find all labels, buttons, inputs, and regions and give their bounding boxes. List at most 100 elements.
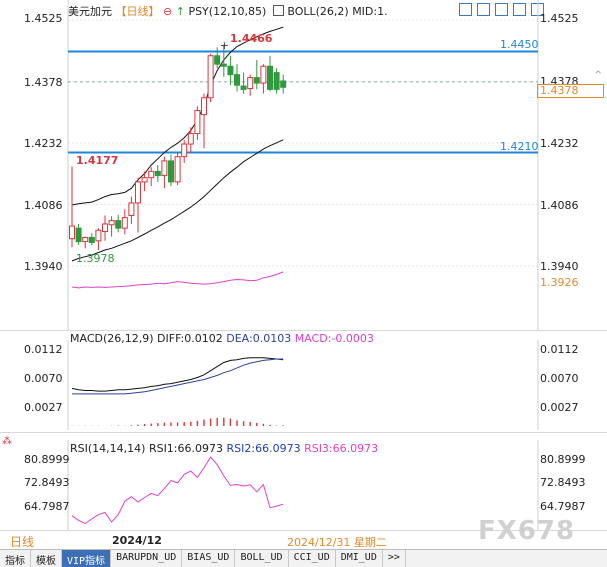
pane-divider-main bbox=[0, 330, 607, 331]
candle-down bbox=[240, 85, 247, 90]
left-axis-label-5: 1.3940 bbox=[24, 260, 63, 273]
candle-up bbox=[161, 160, 168, 177]
candle-up bbox=[135, 181, 141, 204]
footer-month: 2024/12 bbox=[112, 534, 162, 547]
price-chart[interactable]: + bbox=[0, 0, 607, 330]
left-axis-label-4: 1.4086 bbox=[24, 199, 63, 212]
candle-down bbox=[234, 74, 240, 86]
candle-down bbox=[214, 55, 221, 65]
macd-right-label-3: 0.0027 bbox=[540, 401, 579, 414]
zoom-out-icon[interactable] bbox=[495, 3, 508, 16]
left-axis-label-2: 1.4378 bbox=[24, 76, 63, 89]
rsi-settings-icon[interactable]: ⁂ bbox=[2, 436, 12, 447]
footer-divider bbox=[0, 530, 607, 531]
rsi-line bbox=[71, 456, 284, 525]
candle-up bbox=[260, 65, 267, 84]
candle-up bbox=[187, 133, 194, 145]
psy-label[interactable]: PSY(12,10,85) bbox=[188, 5, 267, 18]
psy-line bbox=[71, 271, 284, 289]
candle-down bbox=[88, 236, 95, 243]
candle-down bbox=[168, 160, 174, 183]
candle-down bbox=[75, 227, 82, 243]
tab-barupdn[interactable]: BARUPDN_UD bbox=[111, 550, 183, 567]
symbol-name: 美元加元 bbox=[68, 5, 112, 18]
rsi3-value: RSI3:66.0973 bbox=[304, 442, 379, 455]
right-axis-label-1: 1.4525 bbox=[540, 12, 579, 25]
rsi1-value: RSI1:66.0973 bbox=[148, 442, 223, 455]
candle-up bbox=[141, 177, 148, 183]
candle-up bbox=[174, 156, 181, 183]
boll-mid-line bbox=[71, 139, 284, 262]
psy-value-label: 1.3926 bbox=[540, 276, 579, 289]
tab-dmi[interactable]: DMI_UD bbox=[336, 550, 383, 567]
candle-up bbox=[207, 55, 214, 99]
candle-down bbox=[154, 170, 161, 177]
crosshair-icon[interactable] bbox=[513, 3, 526, 16]
candle-up bbox=[108, 220, 115, 226]
candle-up bbox=[181, 143, 188, 158]
macd-title[interactable]: MACD(26,12,9) bbox=[70, 332, 154, 345]
rsi2-value: RSI2:66.0973 bbox=[226, 442, 301, 455]
candle-up bbox=[121, 217, 128, 229]
macd-diff: DIFF:0.0102 bbox=[157, 332, 223, 345]
right-axis-label-3: 1.4232 bbox=[540, 137, 579, 150]
footer-period[interactable]: 日线 bbox=[10, 535, 35, 549]
candle-up bbox=[194, 109, 201, 135]
boll-label[interactable]: BOLL(26,2) bbox=[287, 5, 349, 18]
high-price-label: 1.4466 bbox=[230, 32, 273, 45]
macd-value: MACD:-0.0003 bbox=[294, 332, 374, 345]
candle-down bbox=[273, 72, 280, 90]
candle-down bbox=[253, 77, 260, 84]
tab-templates[interactable]: 模板 bbox=[31, 550, 62, 567]
grid-icon[interactable] bbox=[459, 3, 472, 16]
candle-down bbox=[115, 220, 122, 229]
macd-header: MACD(26,12,9) DIFF:0.0102 DEA:0.0103 MAC… bbox=[70, 332, 374, 345]
rsi-left-label-1: 80.8999 bbox=[24, 453, 70, 466]
rsi-chart[interactable] bbox=[0, 440, 607, 530]
tab-vip-indicators[interactable]: VIP指标 bbox=[62, 550, 112, 567]
candle-up bbox=[95, 229, 102, 242]
tab-cci[interactable]: CCI_UD bbox=[289, 550, 336, 567]
boll-upper-line bbox=[71, 26, 284, 206]
macd-chart[interactable] bbox=[0, 340, 607, 430]
tab-more[interactable]: >> bbox=[383, 550, 406, 567]
rsi-header: RSI(14,14,14) RSI1:66.0973 RSI2:66.0973 … bbox=[70, 442, 378, 455]
candle-down bbox=[227, 65, 234, 76]
candle-up bbox=[69, 225, 75, 240]
macd-dea: DEA:0.0103 bbox=[226, 332, 292, 345]
candle-up bbox=[128, 202, 135, 217]
settings-icon[interactable]: ⊖ bbox=[163, 5, 173, 18]
indicator-marker-icon: ↑ bbox=[175, 5, 185, 18]
rsi-right-label-2: 72.8493 bbox=[540, 476, 586, 489]
candle-down bbox=[267, 65, 273, 90]
chart-header: 美元加元 【日线】 ⊖ ↑ PSY(12,10,85) BOLL(26,2) M… bbox=[68, 3, 388, 19]
boll-toggle-icon[interactable] bbox=[272, 5, 284, 16]
local-high-label: 1.4177 bbox=[76, 154, 119, 167]
rsi-title[interactable]: RSI(14,14,14) bbox=[70, 442, 146, 455]
tab-boll[interactable]: BOLL_UD bbox=[235, 550, 289, 567]
candle-down bbox=[280, 80, 287, 88]
high-marker-icon: + bbox=[220, 39, 229, 52]
candle-down bbox=[220, 63, 227, 67]
tab-bias[interactable]: BIAS_UD bbox=[182, 550, 236, 567]
scroll-up-icon[interactable]: ^ bbox=[594, 70, 603, 81]
left-axis-label-3: 1.4232 bbox=[24, 137, 63, 150]
macd-dea-line bbox=[72, 358, 284, 395]
macd-diff-line bbox=[71, 357, 284, 392]
current-price-box: 1.4378 bbox=[537, 84, 604, 98]
candle-up bbox=[148, 170, 155, 179]
period-label[interactable]: 【日线】 bbox=[115, 5, 160, 18]
resistance-line-label: 1.4450 bbox=[500, 38, 539, 51]
candle-up bbox=[102, 223, 108, 233]
support-line-label: 1.4210 bbox=[500, 140, 539, 153]
right-axis-label-5: 1.3940 bbox=[540, 260, 579, 273]
left-axis-label-1: 1.4525 bbox=[24, 12, 63, 25]
pane-divider-macd bbox=[0, 432, 607, 433]
candle-up bbox=[247, 77, 254, 90]
tab-indicators[interactable]: 指标 bbox=[0, 550, 31, 567]
indicator-tab-bar: 指标 模板 VIP指标 BARUPDN_UD BIAS_UD BOLL_UD C… bbox=[0, 549, 607, 567]
macd-right-label-2: 0.0070 bbox=[540, 372, 579, 385]
macd-left-label-2: 0.0070 bbox=[24, 372, 63, 385]
rsi-right-label-1: 80.8999 bbox=[540, 453, 586, 466]
zoom-in-icon[interactable] bbox=[477, 3, 490, 16]
